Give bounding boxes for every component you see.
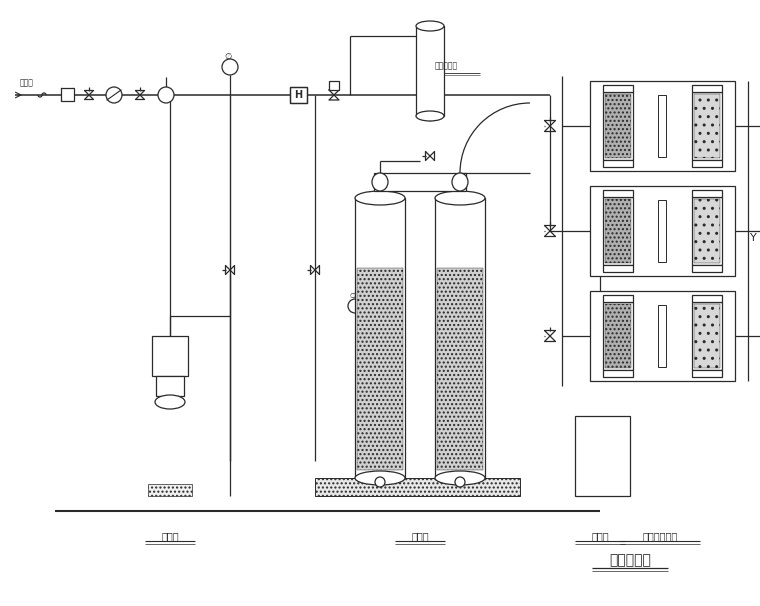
Text: P: P bbox=[368, 301, 374, 311]
Bar bbox=[603, 190, 633, 197]
Bar bbox=[374, 173, 466, 191]
Bar bbox=[357, 268, 403, 470]
Bar bbox=[605, 94, 631, 158]
Text: ∅: ∅ bbox=[350, 293, 356, 299]
Bar bbox=[435, 198, 485, 478]
Bar bbox=[658, 200, 666, 262]
Bar bbox=[603, 370, 633, 377]
Circle shape bbox=[348, 299, 362, 313]
Bar bbox=[590, 81, 735, 171]
Bar bbox=[605, 199, 631, 263]
Bar bbox=[416, 26, 444, 116]
Bar bbox=[692, 85, 722, 92]
Circle shape bbox=[375, 477, 385, 487]
Bar bbox=[694, 199, 720, 263]
Ellipse shape bbox=[416, 21, 444, 31]
Bar bbox=[603, 295, 633, 302]
Bar bbox=[603, 92, 633, 160]
Bar bbox=[692, 197, 722, 265]
Text: 自来水: 自来水 bbox=[20, 78, 34, 87]
Bar bbox=[290, 87, 307, 103]
Text: 保安过滤器: 保安过滤器 bbox=[435, 61, 458, 70]
Bar bbox=[692, 295, 722, 302]
Text: 卡里澳净化器: 卡里澳净化器 bbox=[642, 531, 678, 541]
Bar bbox=[692, 302, 722, 370]
Bar bbox=[603, 265, 633, 272]
Bar bbox=[692, 265, 722, 272]
Bar bbox=[61, 88, 74, 101]
Bar bbox=[692, 190, 722, 197]
Bar bbox=[605, 304, 631, 368]
Ellipse shape bbox=[416, 111, 444, 121]
Text: 加压泵: 加压泵 bbox=[161, 531, 179, 541]
Ellipse shape bbox=[372, 173, 388, 191]
Bar bbox=[692, 92, 722, 160]
Circle shape bbox=[222, 59, 238, 75]
Ellipse shape bbox=[435, 471, 485, 485]
Text: M: M bbox=[331, 83, 337, 88]
Bar bbox=[658, 305, 666, 367]
Bar bbox=[152, 336, 188, 376]
Bar bbox=[315, 478, 520, 496]
Text: 工艺流程图: 工艺流程图 bbox=[609, 553, 651, 567]
Bar bbox=[658, 95, 666, 157]
Ellipse shape bbox=[355, 191, 405, 205]
Circle shape bbox=[455, 477, 465, 487]
Text: 缓缸箱: 缓缸箱 bbox=[591, 531, 609, 541]
Ellipse shape bbox=[435, 191, 485, 205]
Ellipse shape bbox=[155, 395, 185, 409]
Bar bbox=[590, 186, 735, 276]
Ellipse shape bbox=[355, 471, 405, 485]
Text: ∅: ∅ bbox=[224, 52, 232, 61]
Bar bbox=[603, 85, 633, 92]
Bar bbox=[590, 291, 735, 381]
Text: Y: Y bbox=[749, 233, 756, 243]
Bar bbox=[575, 416, 630, 496]
Bar bbox=[290, 87, 307, 103]
Bar bbox=[603, 302, 633, 370]
Circle shape bbox=[158, 87, 174, 103]
Bar bbox=[156, 376, 184, 396]
Bar bbox=[329, 81, 339, 90]
Text: 软水泵: 软水泵 bbox=[411, 531, 429, 541]
Circle shape bbox=[106, 87, 122, 103]
Bar bbox=[355, 198, 405, 478]
Bar bbox=[437, 268, 483, 470]
Bar bbox=[692, 370, 722, 377]
Bar bbox=[694, 94, 720, 158]
Bar bbox=[692, 160, 722, 167]
Bar bbox=[603, 160, 633, 167]
Text: H: H bbox=[294, 90, 302, 100]
Bar bbox=[603, 197, 633, 265]
Ellipse shape bbox=[452, 173, 468, 191]
Bar bbox=[694, 304, 720, 368]
Bar bbox=[148, 484, 192, 496]
